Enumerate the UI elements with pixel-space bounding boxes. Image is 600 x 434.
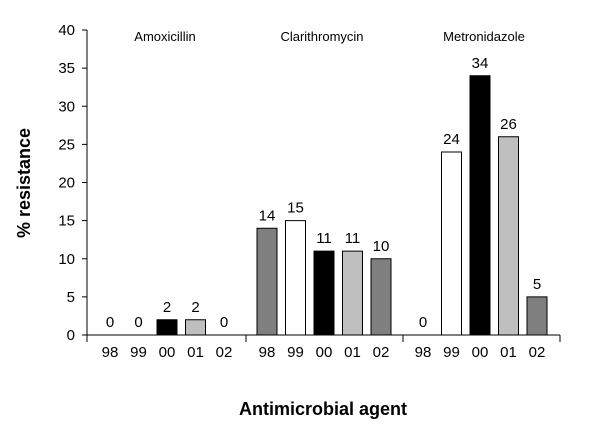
bar-value-label: 11	[345, 230, 361, 247]
y-tick-label: 0	[67, 327, 75, 344]
bar	[469, 75, 491, 336]
bar-value-label: 0	[106, 314, 114, 331]
group-label: Amoxicillin	[134, 29, 195, 44]
x-ticks: 98 99 00 01 02 98 99 00 01 02 98 99 00 01 02	[102, 344, 546, 361]
bar-value-label: 11	[316, 230, 332, 247]
bar-value-label: 34	[472, 55, 489, 72]
x-tick-label: 01	[344, 344, 361, 361]
x-tick-label: 01	[187, 344, 204, 361]
x-tick-label: 02	[373, 344, 390, 361]
y-tick-label: 25	[58, 136, 75, 153]
bar-value-label: 15	[287, 200, 304, 217]
bar	[342, 250, 363, 336]
y-tick-label: 40	[58, 22, 75, 39]
x-tick-label: 99	[287, 344, 304, 361]
y-tick-label: 15	[58, 213, 75, 230]
bar-value-label: 24	[443, 131, 460, 148]
y-tick-label: 35	[58, 60, 75, 77]
x-tick-label: 02	[216, 344, 233, 361]
bar-value-label: 5	[533, 276, 541, 293]
y-axis-title: % resistance	[14, 128, 34, 238]
bars	[156, 75, 548, 336]
x-axis-title: Antimicrobial agent	[239, 399, 407, 419]
x-tick-label: 00	[316, 344, 333, 361]
x-tick-label: 01	[500, 344, 517, 361]
x-tick-label: 98	[259, 344, 276, 361]
bar	[256, 227, 278, 336]
group-label: Clarithromycin	[280, 29, 363, 44]
bar	[156, 319, 178, 336]
bar-value-label: 0	[220, 314, 228, 331]
bar-value-label: 26	[500, 116, 517, 133]
bar-value-label: 10	[373, 238, 390, 255]
x-tick-label: 00	[472, 344, 489, 361]
y-tick-label: 10	[58, 251, 75, 268]
bar-value-label: 0	[134, 314, 142, 331]
x-tick-label: 99	[130, 344, 147, 361]
bar-value-label: 2	[163, 299, 171, 316]
data-labels: 0 0 2 2 0 14 15 11 11 10 0 24 34 26 5	[106, 55, 541, 331]
group-label: Metronidazole	[443, 29, 525, 44]
bar	[370, 258, 392, 336]
bar	[313, 250, 335, 336]
y-tick-label: 5	[67, 289, 75, 306]
bar	[498, 136, 519, 336]
bar	[285, 220, 306, 336]
x-tick-label: 98	[415, 344, 432, 361]
y-tick-label: 20	[58, 175, 75, 192]
group-labels: Amoxicillin Clarithromycin Metronidazole	[134, 29, 525, 44]
bar-value-label: 2	[191, 299, 199, 316]
x-tick-label: 99	[443, 344, 460, 361]
x-tick-label: 98	[102, 344, 119, 361]
bar-value-label: 14	[259, 207, 276, 224]
bar	[441, 151, 462, 336]
bar	[185, 319, 206, 336]
x-tick-label: 00	[159, 344, 176, 361]
x-tick-label: 02	[529, 344, 546, 361]
y-tick-label: 30	[58, 98, 75, 115]
bar	[526, 296, 548, 336]
bar-value-label: 0	[419, 314, 427, 331]
